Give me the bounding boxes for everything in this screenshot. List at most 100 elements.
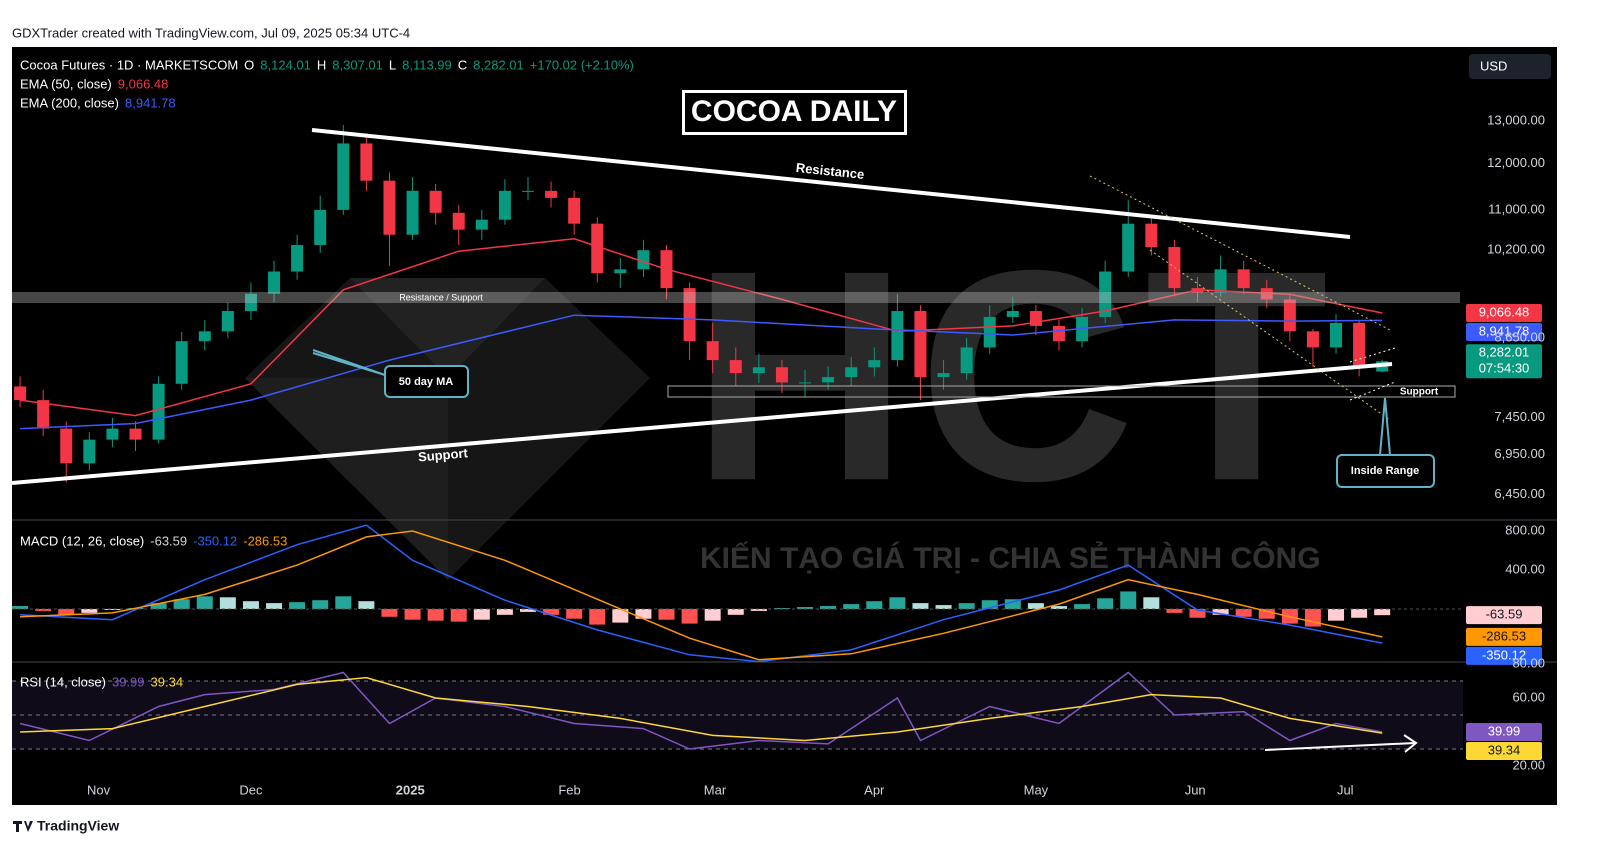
support-line: [11, 362, 1393, 485]
resistance-support-band: [12, 292, 1460, 303]
x-tick-label: Dec: [239, 782, 263, 797]
legend-value: 39.99: [112, 674, 145, 689]
histogram-bar: [566, 608, 583, 619]
candle-body: [83, 439, 96, 464]
candle-body: [614, 269, 627, 274]
candle-body: [198, 331, 211, 342]
watermark-slogan: KIẾN TẠO GIÁ TRỊ - CHIA SẺ THÀNH CÔNG: [700, 541, 1321, 575]
series-line: [20, 314, 1383, 430]
title-box-inner: [685, 93, 904, 132]
candle-body: [891, 311, 904, 361]
candle-body: [1237, 269, 1250, 289]
histogram-bar: [543, 608, 560, 615]
currency-box[interactable]: [1469, 54, 1551, 79]
candle-body: [498, 190, 511, 220]
ohlc-value: 8,307.01: [332, 57, 383, 72]
candle-body: [1283, 299, 1296, 332]
candle-body: [1052, 325, 1065, 342]
price-pane: [14, 124, 1389, 483]
histogram-bar: [427, 608, 444, 621]
inside-range-pointer: [1379, 397, 1391, 456]
histogram-bar: [519, 608, 536, 612]
histogram-bar: [1304, 608, 1321, 627]
candle-body: [1306, 331, 1319, 348]
y-tick-label: 12,000.00: [1487, 155, 1545, 170]
candle-body: [314, 209, 327, 245]
inside-range-box: [1336, 454, 1435, 488]
candle-body: [545, 190, 558, 198]
histogram-bar: [912, 603, 929, 609]
currency[interactable]: USD: [1480, 58, 1507, 73]
histogram-bar: [658, 608, 675, 620]
series-line: [20, 524, 1383, 662]
histogram-bar: [820, 606, 837, 609]
support-zone-label: Support: [1400, 387, 1439, 398]
value-badge: [1466, 323, 1542, 342]
histogram-bar: [612, 608, 629, 623]
ohlc-key: O: [244, 57, 254, 72]
value-badge: [1466, 304, 1542, 323]
candle-body: [521, 190, 534, 192]
histogram-bar: [1097, 598, 1114, 609]
histogram-bar: [312, 600, 329, 609]
histogram-bar: [496, 608, 513, 615]
value-badge-label: -286.53: [1482, 628, 1526, 643]
candle-body: [475, 219, 488, 230]
histogram-bar: [12, 606, 29, 609]
histogram-bar: [242, 601, 259, 609]
series-line: [20, 238, 1383, 417]
x-tick-label: Nov: [87, 782, 111, 797]
legend: Cocoa Futures · 1D · MARKETSCOM O 8,124.01…: [20, 57, 634, 689]
histogram-bar: [635, 608, 652, 619]
candle-body: [1122, 223, 1135, 272]
histogram-bar: [196, 596, 213, 609]
y-tick-label: 800.00: [1505, 522, 1545, 537]
candle-body: [360, 143, 373, 181]
rsi-pane: [12, 671, 1463, 750]
candle-body: [60, 428, 73, 464]
candle-body: [452, 212, 465, 230]
candle-body: [175, 341, 188, 384]
legend-name: EMA (50, close): [20, 76, 112, 91]
brand-logo: [13, 821, 33, 832]
histogram-bar: [1050, 606, 1067, 609]
candle-body: [291, 244, 304, 272]
histogram-bar: [473, 608, 490, 620]
value-badge: [1466, 723, 1542, 742]
candle-body: [845, 367, 858, 378]
histogram-bar: [1120, 591, 1137, 609]
ohlc-key: H: [317, 57, 326, 72]
candle-body: [799, 382, 812, 384]
histogram-bar: [958, 603, 975, 609]
histogram-bar: [104, 608, 121, 610]
watermark-diamond: [245, 278, 650, 580]
inside-range-label: Inside Range: [1351, 465, 1419, 477]
candle-body: [914, 311, 927, 378]
candle-body: [383, 180, 396, 235]
y-tick-label: 13,000.00: [1487, 112, 1545, 127]
candle-body: [706, 341, 719, 361]
candle-body: [568, 197, 581, 224]
histogram-bar: [1374, 608, 1391, 616]
candle-body: [337, 143, 350, 210]
x-tick-label: Apr: [864, 782, 885, 797]
channel-line: [1089, 175, 1391, 331]
y-tick-label: 11,000.00: [1488, 201, 1545, 216]
candle-body: [244, 293, 257, 312]
histogram-bar: [750, 608, 767, 611]
ma-callout-label: 50 day MA: [399, 376, 453, 388]
annotations: Resistance / Support Resistance Support …: [11, 90, 1460, 753]
value-badge-label: 8,941.78: [1479, 323, 1530, 338]
candle-body: [937, 373, 950, 378]
ohlc-value: 8,282.01: [473, 57, 524, 72]
brand: TradingView: [37, 818, 119, 834]
y-tick-label: 80.00: [1512, 655, 1545, 670]
candle-body: [752, 367, 765, 374]
legend-name: EMA (200, close): [20, 95, 119, 110]
histogram-bar: [404, 608, 421, 620]
legend-value: 39.34: [151, 674, 184, 689]
value-badge-label: 07:54:30: [1479, 361, 1530, 376]
value-badge: [1466, 344, 1542, 379]
histogram-bar: [1004, 599, 1021, 609]
value-badge-label: 39.99: [1488, 723, 1521, 738]
